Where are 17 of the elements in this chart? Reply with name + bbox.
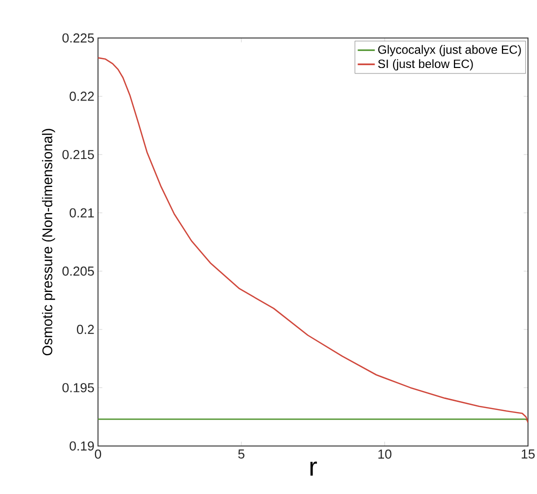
y-axis-title: Osmotic pressure (Non-dimensional)	[42, 128, 56, 356]
line-series	[98, 57, 528, 424]
x-tick-label: 15	[522, 450, 535, 459]
y-tick-label: 0.22	[70, 92, 94, 101]
x-tick-label: 10	[378, 450, 392, 459]
legend-label: SI (just below EC)	[378, 59, 473, 70]
y-tick-label: 0.21	[70, 208, 94, 218]
y-tick-label: 0.195	[62, 383, 94, 392]
x-axis-title: r	[310, 462, 317, 476]
x-tick-label: 5	[238, 450, 244, 459]
y-tick-label: 0.2	[76, 324, 94, 334]
y-tick-label: 0.205	[62, 266, 94, 276]
y-tick-label: 0.225	[62, 33, 94, 43]
y-tick-label: 0.19	[70, 441, 94, 451]
y-tick-label: 0.215	[62, 150, 94, 160]
legend-label: Glycocalyx (just above EC)	[378, 45, 521, 56]
x-tick-label: 0	[94, 450, 102, 459]
